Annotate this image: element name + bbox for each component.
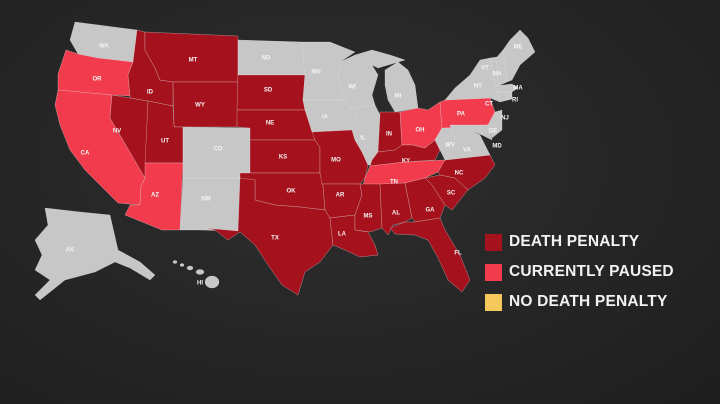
state-label: UT (161, 139, 169, 145)
state-label: ND (262, 56, 271, 62)
state-shape (384, 61, 419, 113)
state-label: VT (481, 66, 489, 72)
state-shape (502, 29, 536, 83)
state-label: WY (195, 103, 205, 109)
state-label: MS (364, 214, 373, 220)
state-label: OH (416, 128, 425, 134)
state-label: MO (331, 158, 341, 164)
island-shape (172, 260, 178, 264)
state-label: NE (266, 121, 274, 127)
state-label: IN (386, 132, 392, 138)
legend-swatch-currently-paused (485, 263, 502, 281)
state-label: LA (338, 232, 347, 238)
state-label: MN (311, 70, 320, 76)
state-shape (389, 217, 471, 293)
state-label: CT (485, 102, 493, 108)
state-nm (179, 177, 241, 232)
state-shape (34, 207, 156, 301)
state-label: KS (279, 155, 287, 161)
state-label: DE (489, 129, 497, 135)
state-label: AK (66, 248, 75, 254)
state-shape (204, 177, 334, 296)
legend-item-currently-paused: CURRENTLY PAUSED (485, 257, 674, 287)
state-shape (237, 39, 306, 76)
state-label: SD (264, 88, 273, 94)
state-label: IL (360, 136, 366, 142)
state-nd (237, 39, 306, 76)
state-shape (487, 109, 503, 139)
state-shape (124, 162, 184, 231)
state-label: MD (492, 144, 502, 150)
state-label: RI (512, 98, 518, 104)
state-az (124, 162, 184, 231)
state-label: TX (271, 236, 279, 242)
state-wy (172, 81, 239, 128)
state-shape (349, 104, 381, 166)
island-shape (186, 265, 194, 271)
state-label: VA (463, 148, 472, 154)
state-label: WV (445, 143, 455, 149)
island-shape (179, 263, 185, 267)
state-hi (172, 260, 220, 289)
state-label: IA (322, 115, 329, 121)
state-me (502, 29, 536, 83)
state-nj (487, 109, 503, 139)
state-shape (354, 49, 406, 69)
state-ma (494, 83, 519, 93)
state-label: KY (402, 159, 410, 165)
state-label: AL (392, 211, 400, 217)
state-label: MI (395, 94, 402, 100)
island-shape (195, 269, 205, 275)
state-mi (354, 49, 419, 113)
state-shape (494, 83, 519, 93)
state-tx (204, 177, 334, 296)
state-label: ME (514, 45, 523, 51)
state-label: HI (197, 281, 203, 287)
state-fl (389, 217, 471, 293)
state-label: FL (454, 251, 462, 257)
state-il (349, 104, 381, 166)
state-label: WA (99, 44, 109, 50)
state-label: CA (81, 151, 90, 157)
state-label: ID (147, 90, 154, 96)
state-label: MT (189, 58, 198, 64)
state-label: PA (457, 112, 466, 118)
state-label: NM (201, 197, 210, 203)
legend-label: NO DEATH PENALTY (509, 293, 668, 310)
state-label: AR (336, 193, 345, 199)
state-shape (449, 124, 483, 141)
state-label: NJ (501, 116, 509, 122)
state-label: NV (113, 129, 121, 135)
state-label: NH (493, 72, 502, 78)
state-shape (172, 81, 239, 128)
state-label: OK (287, 189, 297, 195)
legend-label: DEATH PENALTY (509, 233, 640, 250)
legend-swatch-no-death-penalty (485, 293, 502, 311)
legend-swatch-death-penalty (485, 233, 502, 251)
legend-label: CURRENTLY PAUSED (509, 263, 674, 280)
legend: DEATH PENALTY CURRENTLY PAUSED NO DEATH … (485, 227, 674, 317)
legend-item-death-penalty: DEATH PENALTY (485, 227, 674, 257)
state-label: AZ (151, 193, 159, 199)
state-ak (34, 207, 156, 301)
state-shape (179, 177, 241, 232)
state-label: SC (447, 191, 456, 197)
state-label: CO (214, 147, 223, 153)
state-label: NC (455, 171, 464, 177)
state-label: WI (348, 85, 356, 91)
state-label: MA (513, 86, 523, 92)
island-shape (204, 275, 220, 289)
state-label: GA (426, 208, 436, 214)
state-label: NY (474, 84, 482, 90)
legend-item-no-death-penalty: NO DEATH PENALTY (485, 287, 674, 317)
state-label: TN (390, 180, 398, 186)
state-md (449, 124, 483, 141)
state-label: OR (93, 77, 103, 83)
